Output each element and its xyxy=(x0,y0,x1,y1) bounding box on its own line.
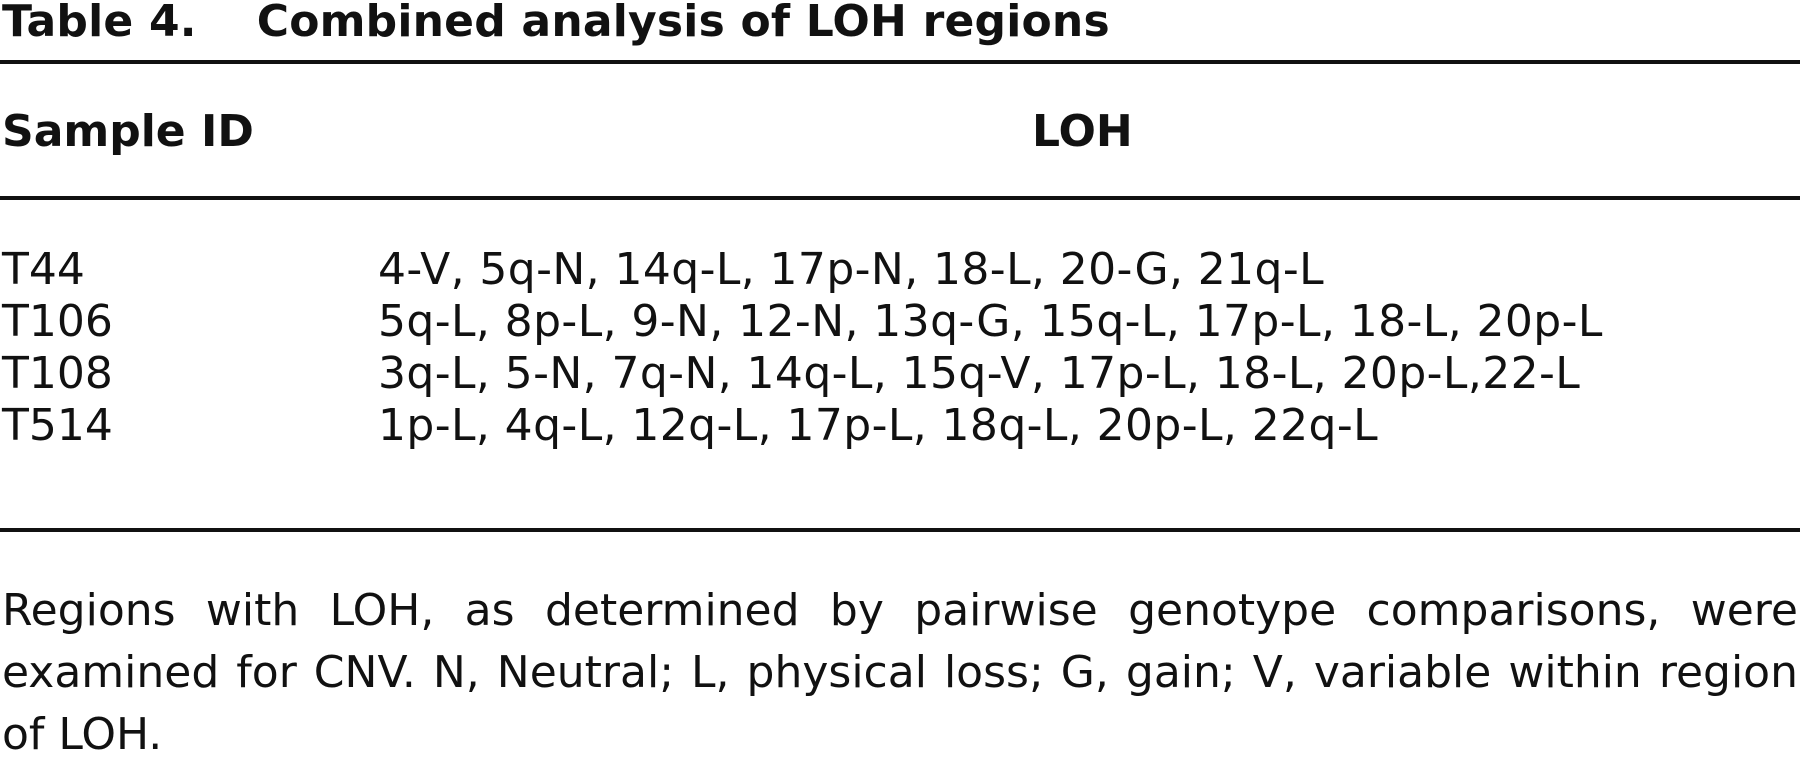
table-row: T106 5q-L, 8p-L, 9-N, 12-N, 13q-G, 15q-L… xyxy=(0,296,1800,348)
header-rule xyxy=(0,196,1800,200)
column-header-loh: LOH xyxy=(1032,106,1133,157)
loh-cell: 3q-L, 5-N, 7q-N, 14q-L, 15q-V, 17p-L, 18… xyxy=(378,348,1581,399)
loh-cell: 1p-L, 4q-L, 12q-L, 17p-L, 18q-L, 20p-L, … xyxy=(378,400,1379,451)
top-rule xyxy=(0,60,1800,64)
table-footnote: Regions with LOH, as determined by pairw… xyxy=(2,585,1798,760)
table-row: T44 4-V, 5q-N, 14q-L, 17p-N, 18-L, 20-G,… xyxy=(0,244,1800,296)
sample-id-cell: T108 xyxy=(2,348,113,399)
sample-id-cell: T44 xyxy=(2,244,85,295)
sample-id-cell: T514 xyxy=(2,400,113,451)
table-title: Combined analysis of LOH regions xyxy=(256,0,1110,47)
table-body: T44 4-V, 5q-N, 14q-L, 17p-N, 18-L, 20-G,… xyxy=(0,244,1800,452)
table-row: T514 1p-L, 4q-L, 12q-L, 17p-L, 18q-L, 20… xyxy=(0,400,1800,452)
loh-cell: 4-V, 5q-N, 14q-L, 17p-N, 18-L, 20-G, 21q… xyxy=(378,244,1325,295)
table-label: Table 4. xyxy=(2,0,197,47)
loh-cell: 5q-L, 8p-L, 9-N, 12-N, 13q-G, 15q-L, 17p… xyxy=(378,296,1603,347)
column-header-sample-id: Sample ID xyxy=(2,106,254,157)
table-row: T108 3q-L, 5-N, 7q-N, 14q-L, 15q-V, 17p-… xyxy=(0,348,1800,400)
bottom-rule xyxy=(0,528,1800,532)
table-caption: Table 4. Combined analysis of LOH regions xyxy=(2,0,1110,48)
sample-id-cell: T106 xyxy=(2,296,113,347)
